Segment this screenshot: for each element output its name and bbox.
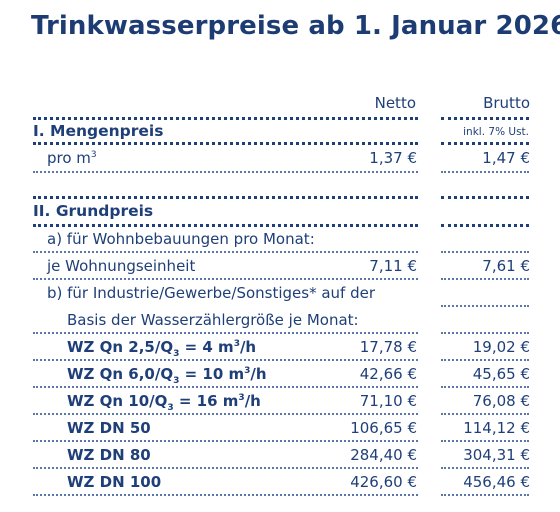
subsection-label-b-line2: Basis der Wasserzählergröße je Monat: [67,311,359,329]
price-netto: 1,37 € [369,149,417,167]
divider [441,413,529,415]
row-label-wohnungseinheit: je Wohnungseinheit [47,257,196,275]
price-brutto: 456,46 € [463,473,530,491]
wz-row-label: WZ DN 100 [67,473,162,491]
divider [33,142,418,145]
price-brutto: 76,08 € [472,392,530,410]
price-brutto: 1,47 € [482,149,530,167]
wz-row-label: WZ DN 80 [67,446,151,464]
price-brutto: 114,12 € [463,419,530,437]
vat-note: inkl. 7% Ust. [463,126,529,138]
subsection-label-b-line1: b) für Industrie/Gewerbe/Sonstiges* auf … [47,284,376,302]
page-title: Trinkwasserpreise ab 1. Januar 2026 [31,11,560,41]
divider [441,494,529,496]
section-title-mengenpreis: I. Mengenpreis [33,122,164,140]
row-label-pro-m3: pro m3 [47,149,97,167]
divider [33,494,418,496]
divider [33,251,418,253]
divider [441,359,529,361]
divider [441,171,529,173]
wz-row-label: WZ Qn 10/Q3 = 16 m3/h [67,392,261,413]
divider [33,467,418,469]
price-netto: 42,66 € [359,365,417,383]
wz-row-label: WZ DN 50 [67,419,151,437]
divider [33,413,418,415]
price-netto: 71,10 € [359,392,417,410]
column-header-netto: Netto [374,94,416,112]
divider [33,278,418,280]
divider [33,196,418,199]
price-netto: 426,60 € [350,473,417,491]
price-netto: 17,78 € [359,338,417,356]
divider [33,117,418,120]
divider [441,467,529,469]
price-brutto: 304,31 € [463,446,530,464]
divider [33,171,418,173]
price-brutto: 7,61 € [482,257,530,275]
price-brutto: 19,02 € [472,338,530,356]
subsection-label-a: a) für Wohnbebauungen pro Monat: [47,230,315,248]
divider [33,359,418,361]
wz-row-label: WZ Qn 2,5/Q3 = 4 m3/h [67,338,257,359]
divider [441,332,529,334]
divider [33,386,418,388]
divider [441,196,529,199]
divider [441,386,529,388]
divider [441,440,529,442]
divider [441,117,529,120]
divider [441,142,529,145]
price-netto: 7,11 € [369,257,417,275]
divider [33,440,418,442]
divider [441,278,529,280]
divider [33,224,418,227]
price-netto: 284,40 € [350,446,417,464]
divider [441,305,529,307]
section-title-grundpreis: II. Grundpreis [33,202,154,220]
column-header-brutto: Brutto [483,94,530,112]
wz-row-label: WZ Qn 6,0/Q3 = 10 m3/h [67,365,267,386]
divider [441,224,529,227]
divider [441,251,529,253]
divider [33,332,418,334]
price-netto: 106,65 € [350,419,417,437]
price-brutto: 45,65 € [472,365,530,383]
